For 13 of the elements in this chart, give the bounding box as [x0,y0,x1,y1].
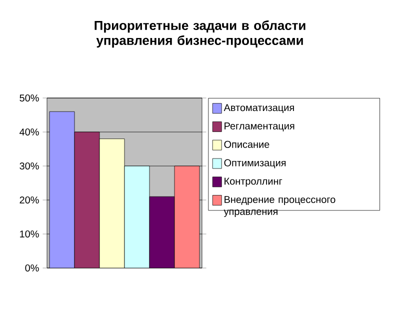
y-tick-label: 20% [20,196,39,204]
y-tick-label: 50% [20,94,39,102]
chart-title: Приоритетные задачи в области управления бизнес-процессами [94,20,306,48]
legend-label: Оптимизация [224,159,286,168]
y-tick-label: 30% [20,162,39,170]
y-tick-label: 0% [25,264,39,272]
y-tick-label: 40% [20,128,39,136]
legend-label: Автоматизация [224,104,294,114]
y-tick-label: 10% [20,230,39,238]
legend-label: Внедрение процессного управления [224,196,336,217]
legend-label: Регламентация [224,122,294,132]
legend-label: Описание [224,140,270,148]
legend-label: Контроллинг [224,178,282,187]
